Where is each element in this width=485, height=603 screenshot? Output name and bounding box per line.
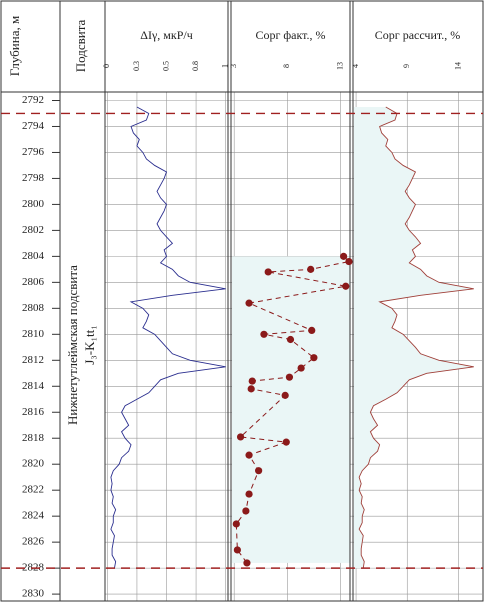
- log-curve: [110, 106, 226, 569]
- depth-tick-label: 2820: [22, 458, 45, 470]
- log-curve: [358, 106, 474, 569]
- sample-point: [282, 438, 290, 446]
- depth-tick-label: 2792: [22, 94, 44, 106]
- sample-point: [245, 451, 253, 459]
- x-tick-label: 13: [335, 62, 344, 70]
- sample-point: [308, 326, 316, 335]
- sample-point: [297, 364, 305, 372]
- sample-point: [242, 507, 250, 515]
- sample-point: [281, 391, 289, 399]
- sample-point: [260, 330, 268, 338]
- sample-point: [233, 546, 241, 554]
- depth-tick-label: 2826: [22, 536, 45, 548]
- x-tick-label: 0.3: [132, 61, 141, 71]
- track-title: Сорг факт., %: [255, 28, 325, 42]
- depth-tick-label: 2812: [22, 354, 44, 366]
- depth-tick-label: 2810: [22, 328, 45, 340]
- sample-point: [236, 433, 245, 441]
- depth-header: Глубина, м: [7, 16, 22, 76]
- sample-point: [307, 265, 315, 273]
- x-tick-label: 4: [351, 64, 360, 68]
- sample-point: [247, 385, 255, 393]
- depth-tick-label: 2806: [22, 276, 45, 288]
- x-tick-label: 9: [402, 64, 411, 68]
- sample-point: [310, 354, 318, 362]
- sample-point: [255, 467, 263, 475]
- depth-tick-label: 2804: [22, 250, 45, 262]
- depth-tick-label: 2830: [22, 588, 45, 600]
- depth-tick-label: 2808: [22, 302, 45, 314]
- depth-tick-label: 2796: [22, 146, 45, 158]
- x-tick-label: 1: [220, 64, 229, 68]
- x-tick-label: 8: [282, 64, 291, 68]
- depth-tick-label: 2798: [22, 172, 45, 184]
- depth-tick-label: 2816: [22, 406, 45, 418]
- track-title: Сорг рассчит., %: [375, 28, 460, 42]
- area-fill: [354, 106, 474, 569]
- unit-name: Нижнетутлеймская подсвита: [65, 265, 80, 425]
- unit-index: J₃-K₁tt₁: [82, 325, 97, 365]
- unit-header: Подсвита: [73, 19, 88, 72]
- depth-tick-label: 2818: [22, 432, 45, 444]
- depth-tick-label: 2794: [22, 120, 45, 132]
- depth-tick-label: 2800: [22, 198, 45, 210]
- sample-point: [285, 373, 294, 381]
- depth-tick-label: 2822: [22, 484, 44, 496]
- sample-point: [248, 377, 256, 385]
- depth-tick-label: 2824: [22, 510, 45, 522]
- sample-point: [345, 257, 353, 266]
- x-tick-label: 0: [102, 64, 111, 68]
- x-tick-label: 0.8: [191, 61, 200, 71]
- x-tick-label: 0.5: [161, 61, 170, 71]
- sample-point: [245, 299, 253, 307]
- sample-point: [245, 490, 253, 498]
- sample-point: [264, 268, 272, 276]
- depth-tick-label: 2802: [22, 224, 44, 236]
- sample-point: [340, 252, 348, 260]
- track-title: ΔIγ, мкР/ч: [140, 28, 192, 42]
- background-layer: [105, 92, 482, 601]
- x-tick-label: 14: [453, 62, 462, 70]
- sample-point: [286, 335, 295, 344]
- x-tick-label: 3: [229, 64, 238, 68]
- sample-point: [342, 282, 350, 290]
- depth-tick-label: 2814: [22, 380, 45, 392]
- shaded-interval: [232, 256, 350, 563]
- sample-point: [232, 520, 240, 528]
- sample-point: [243, 559, 251, 567]
